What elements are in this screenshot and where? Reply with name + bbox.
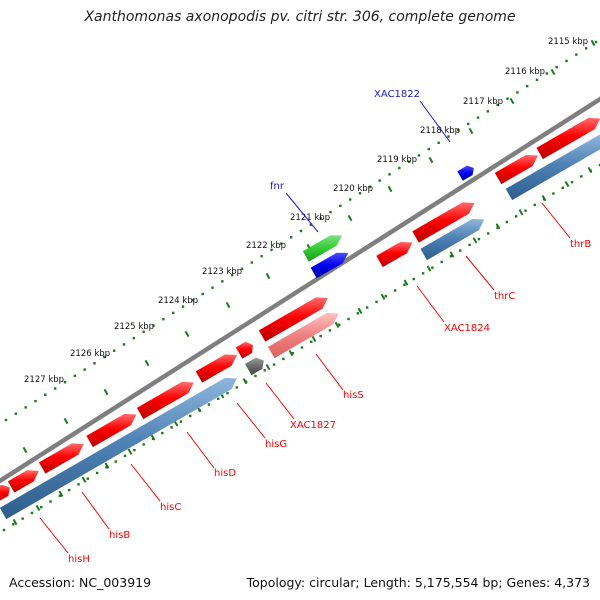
accession-text: Accession: NC_003919 [9, 575, 152, 590]
feature-label-XAC1822: XAC1822 [374, 89, 420, 100]
ruler-tick-label: 2115 kbp [548, 37, 588, 47]
ruler-labels: 2115 kbp 2116 kbp 2117 kbp 2118 kbp 2119 kbp… [24, 37, 588, 385]
feature-thrB-a[interactable] [536, 117, 600, 160]
feature-label-hisS: hisS [343, 390, 364, 401]
map-title: Xanthomonas axonopodis pv. citri str. 30… [84, 9, 516, 25]
feature-label-fnr: fnr [270, 181, 285, 192]
ruler-tick-label: 2121 kbp [290, 213, 330, 223]
feature-label-hisG: hisG [265, 439, 287, 450]
ruler-tick-label: 2116 kbp [505, 67, 545, 77]
ruler-tick-label: 2127 kbp [24, 375, 64, 385]
feature-label-thrC: thrC [494, 291, 515, 302]
feature-fnr[interactable] [302, 235, 343, 262]
feature-XAC1824[interactable] [376, 241, 413, 268]
feature-label-hisH: hisH [68, 554, 90, 565]
feature-hisH-b[interactable] [0, 484, 10, 503]
feature-thrC[interactable] [412, 202, 475, 243]
ruler-tick-label: 2123 kbp [202, 267, 242, 277]
feature-label-XAC1827: XAC1827 [290, 420, 336, 431]
ruler-tick-label: 2119 kbp [377, 155, 417, 165]
ruler-tick-label: 2120 kbp [333, 184, 373, 194]
feature-XAC1827[interactable] [235, 341, 253, 359]
feature-XAC1822[interactable] [457, 165, 474, 181]
feature-label-thrB: thrB [570, 239, 591, 250]
feature-hisH-a[interactable] [7, 470, 39, 493]
feature-hisC[interactable] [86, 413, 137, 448]
feature-hisB[interactable] [38, 443, 84, 474]
ruler-dots [2, 40, 600, 532]
ruler-tick-label: 2117 kbp [463, 97, 503, 107]
feature-hisS-faded[interactable] [267, 312, 339, 359]
feature-thrB-blue[interactable] [505, 134, 600, 201]
feature-label-hisD: hisD [214, 468, 236, 479]
ruler-tick-label: 2118 kbp [420, 126, 460, 136]
feature-label-XAC1824: XAC1824 [444, 323, 490, 334]
ruler-ticks [12, 39, 596, 526]
feature-fnr-blue[interactable] [310, 252, 349, 279]
ruler-tick-label: 2125 kbp [114, 322, 154, 332]
feature-label-hisB: hisB [109, 530, 130, 541]
feature-hisD[interactable] [136, 381, 194, 420]
feature-label-hisC: hisC [160, 502, 181, 513]
feature-his-operon-blue[interactable] [0, 377, 237, 520]
feature-XAC1827-gray[interactable] [244, 357, 264, 376]
feature-hisS[interactable] [258, 297, 328, 342]
ruler-tick-label: 2124 kbp [158, 296, 198, 306]
feature-arrows[interactable] [0, 117, 600, 520]
genome-backbone [0, 96, 600, 484]
ruler-tick-label: 2126 kbp [70, 349, 110, 359]
ruler-tick-label: 2122 kbp [246, 241, 286, 251]
feature-thrB-b[interactable] [494, 154, 538, 185]
genome-summary-text: Topology: circular; Length: 5,175,554 bp… [246, 575, 590, 590]
feature-hisG[interactable] [195, 354, 238, 383]
feature-thrC-blue[interactable] [420, 218, 485, 261]
feature-callouts: fnr XAC1822 thrB thrC XAC1824 hisS XAC1827hisG… [39, 89, 591, 565]
